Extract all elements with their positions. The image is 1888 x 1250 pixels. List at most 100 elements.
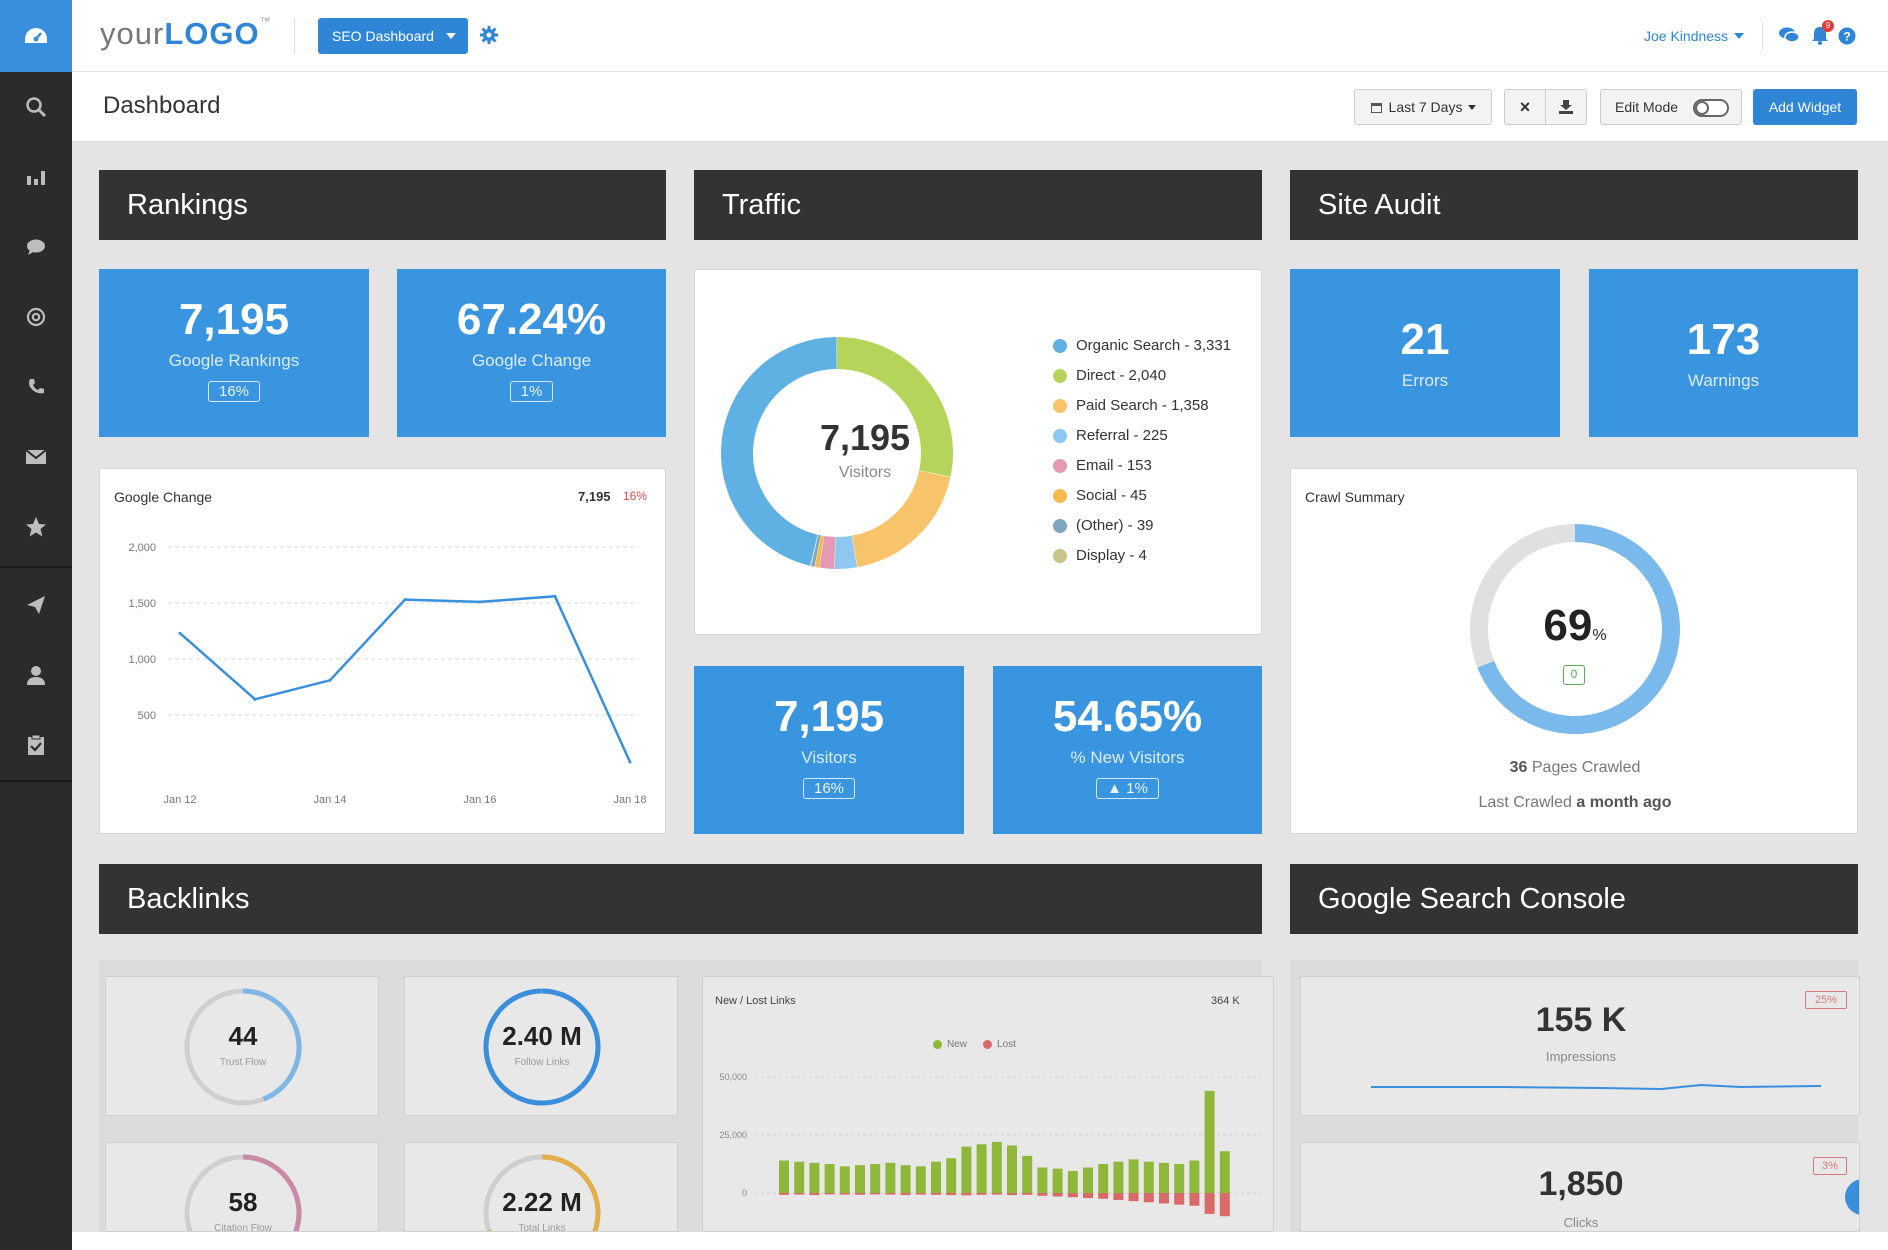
bar-new	[1189, 1160, 1200, 1193]
follow-links-tile[interactable]: 2.40 M Follow Links	[404, 976, 678, 1116]
sidebar-item-favorites[interactable]	[0, 492, 72, 562]
kpi-label: Errors	[1401, 371, 1449, 390]
sidebar-item-mentions[interactable]	[0, 282, 72, 352]
bar-new	[870, 1164, 881, 1193]
sidebar-item-calls[interactable]	[0, 352, 72, 422]
bar-lost	[946, 1193, 957, 1196]
kpi-value: 173	[1686, 315, 1761, 364]
card-title: Google Change	[114, 489, 213, 505]
sidebar-item-comments[interactable]	[0, 212, 72, 282]
sidebar-item-tasks[interactable]	[0, 710, 72, 780]
clear-button[interactable]: ×	[1504, 89, 1546, 125]
bar-lost	[1143, 1193, 1154, 1203]
bar-new	[1204, 1090, 1215, 1193]
sidebar-item-dashboard[interactable]	[0, 0, 72, 72]
bar-lost	[1037, 1193, 1048, 1196]
bar-new	[961, 1146, 972, 1193]
bar-new	[779, 1160, 789, 1193]
toggle-switch[interactable]	[1693, 99, 1729, 117]
kpi-errors[interactable]: 21 Errors	[1290, 269, 1560, 437]
bar-new	[1022, 1155, 1033, 1193]
bar-lost	[885, 1193, 896, 1195]
phone-icon	[29, 379, 44, 394]
trust-flow-tile[interactable]: 44 Trust Flow	[105, 976, 379, 1116]
paper-plane-icon	[27, 596, 45, 614]
impressions-label: Impressions	[1545, 1049, 1617, 1064]
kpi-google-change[interactable]: 67.24% Google Change 1%	[397, 269, 666, 437]
bar-lost	[1113, 1193, 1124, 1200]
total-links-value: 2.22 M	[502, 1187, 582, 1217]
kpi-label: Warnings	[1687, 371, 1760, 390]
bar-new	[1098, 1164, 1109, 1193]
dashboard-select-label: SEO Dashboard	[332, 28, 434, 44]
data-point	[253, 697, 257, 701]
chart-summary-value: 7,195	[578, 489, 611, 504]
crawl-percent-value: 69	[1543, 601, 1593, 650]
donut-slice	[814, 535, 825, 568]
impressions-tile[interactable]: 155 K Impressions 25%	[1300, 976, 1860, 1116]
legend-item: Social - 45	[1053, 487, 1147, 504]
legend-item: Display - 4	[1053, 547, 1147, 564]
follow-links-label: Follow Links	[514, 1057, 570, 1068]
help-icon[interactable]: ?	[1838, 27, 1856, 45]
dashboard-select[interactable]: SEO Dashboard	[318, 18, 468, 54]
impressions-value: 155 K	[1535, 1001, 1627, 1039]
bar-new	[976, 1144, 987, 1193]
user-menu[interactable]: Joe Kindness	[1644, 28, 1745, 44]
donut-center-label: Visitors	[838, 464, 892, 481]
sidebar-item-email[interactable]	[0, 422, 72, 492]
donut-slice	[834, 535, 858, 569]
footer-strip	[72, 1232, 1888, 1250]
legend-lost: Lost	[997, 1039, 1016, 1050]
chat-icon[interactable]	[1778, 26, 1800, 44]
sidebar-item-search[interactable]	[0, 72, 72, 142]
legend-swatch	[1053, 548, 1067, 563]
sidebar-item-reports[interactable]	[0, 142, 72, 212]
edit-mode-toggle[interactable]: Edit Mode	[1600, 89, 1742, 125]
new-lost-links-card: New / Lost Links 364 K New Lost 0 25,000 5…	[702, 976, 1274, 1232]
header-divider	[1762, 22, 1763, 50]
crawl-percent-unit: %	[1592, 627, 1607, 644]
logo[interactable]: yourLOGO™	[100, 16, 272, 52]
pages-crawled-label: Pages Crawled	[1531, 759, 1641, 776]
clicks-tile[interactable]: 1,850 Clicks 3%	[1300, 1142, 1860, 1232]
calendar-icon	[1370, 102, 1382, 113]
backlinks-section-title: Backlinks	[99, 864, 1262, 934]
legend-item: (Other) - 39	[1053, 517, 1154, 534]
chat-launcher-button[interactable]	[1845, 1179, 1859, 1215]
trust-flow-ring	[184, 988, 302, 1106]
sidebar-divider	[0, 780, 72, 782]
bar-lost	[1219, 1193, 1230, 1217]
kpi-warnings[interactable]: 173 Warnings	[1589, 269, 1858, 437]
top-bar: yourLOGO™ SEO Dashboard Joe Kindness 9 ?	[72, 0, 1888, 72]
kpi-visitors[interactable]: 7,195 Visitors 16%	[694, 666, 964, 834]
sidebar	[0, 0, 72, 1250]
trust-flow-value: 44	[228, 1021, 258, 1051]
bar-lost	[1159, 1193, 1169, 1204]
y-tick-label: 2,000	[128, 542, 156, 554]
dashboard-gauge-icon	[25, 28, 47, 43]
x-tick-label: Jan 14	[313, 794, 346, 806]
sidebar-item-send[interactable]	[0, 570, 72, 640]
citation-flow-tile[interactable]: 58 Citation Flow	[105, 1142, 379, 1232]
edit-mode-label: Edit Mode	[1615, 99, 1679, 115]
legend-swatch	[1053, 488, 1067, 503]
data-point	[178, 631, 182, 635]
bar-lost	[1174, 1193, 1185, 1205]
donut-center-value: 7,195	[819, 417, 911, 458]
legend-swatch-new	[933, 1040, 942, 1049]
download-button[interactable]	[1545, 89, 1587, 125]
total-links-tile[interactable]: 2.22 M Total Links	[404, 1142, 678, 1232]
gear-icon[interactable]	[480, 26, 498, 44]
add-widget-button[interactable]: Add Widget	[1753, 89, 1857, 125]
data-point	[478, 600, 482, 604]
bar-lost	[976, 1193, 987, 1195]
legend-item: Organic Search - 3,331	[1053, 337, 1231, 354]
crawl-progress-ring	[1470, 524, 1680, 734]
date-range-button[interactable]: Last 7 Days	[1354, 89, 1492, 125]
sidebar-item-users[interactable]	[0, 640, 72, 710]
data-point	[403, 598, 407, 602]
kpi-google-rankings[interactable]: 7,195 Google Rankings 16%	[99, 269, 369, 437]
kpi-new-visitors[interactable]: 54.65% % New Visitors ▲ 1%	[993, 666, 1262, 834]
bar-new	[1037, 1167, 1048, 1193]
